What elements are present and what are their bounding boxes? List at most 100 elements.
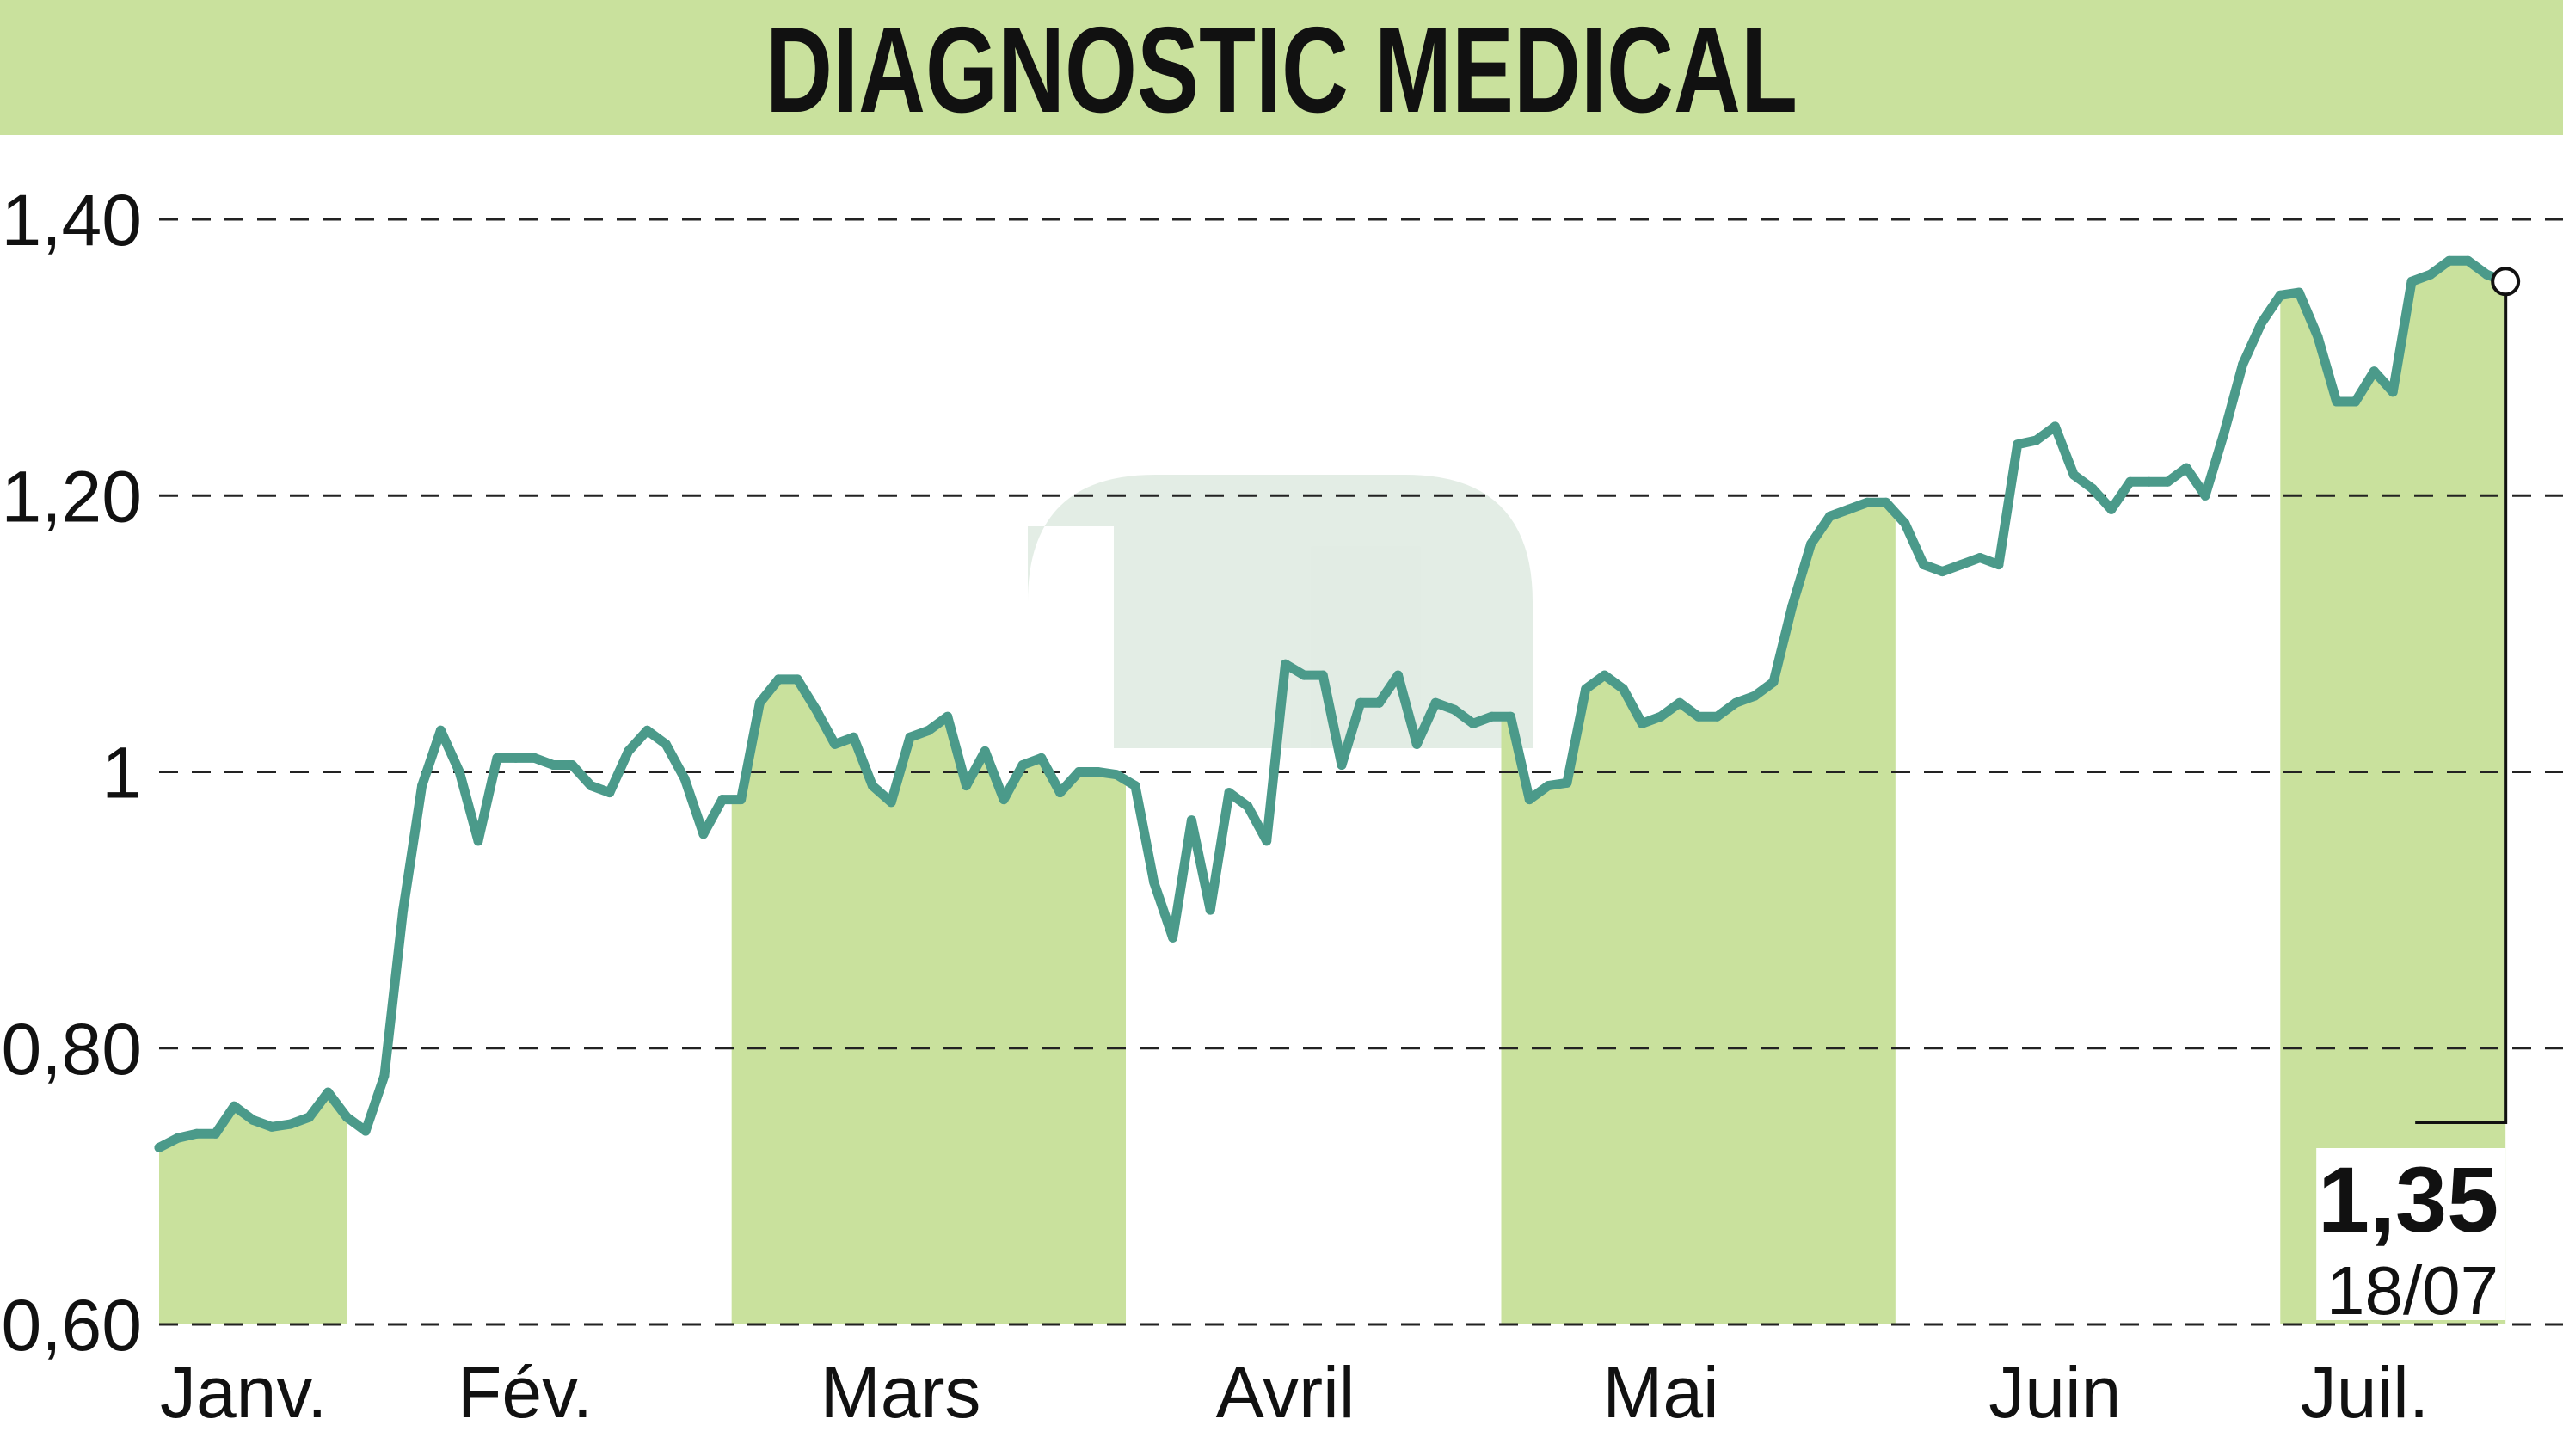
- data-point: [1281, 659, 1290, 669]
- data-point: [1900, 518, 1910, 528]
- data-point: [173, 1133, 183, 1143]
- last-point-marker: [2491, 267, 2521, 297]
- data-point: [286, 1119, 296, 1129]
- data-point: [1449, 704, 1460, 715]
- data-point: [1487, 711, 1497, 722]
- data-point: [473, 836, 483, 846]
- data-point: [1017, 760, 1028, 770]
- data-point: [773, 674, 784, 685]
- data-point: [2444, 255, 2455, 266]
- data-point: [379, 1071, 390, 1081]
- data-point: [717, 795, 728, 805]
- data-point: [1092, 767, 1103, 777]
- data-point: [567, 760, 577, 770]
- data-point: [1749, 691, 1760, 701]
- data-point: [1262, 836, 1272, 846]
- month-band-4: [1501, 502, 1896, 1324]
- month-band-6: [2280, 261, 2506, 1325]
- data-point: [1956, 560, 1966, 570]
- data-point: [679, 774, 690, 783]
- data-point: [1299, 670, 1309, 680]
- data-point: [1073, 767, 1084, 777]
- data-point: [1637, 718, 1647, 728]
- y-axis-tick-labels: 0,60 0,80 1 1,20 1,40: [2, 180, 143, 1366]
- data-point: [698, 829, 709, 839]
- data-point: [2238, 359, 2248, 370]
- x-tick-label: Avril: [1216, 1352, 1355, 1433]
- data-point: [1524, 795, 1534, 805]
- data-point: [1730, 697, 1741, 708]
- month-band-0: [159, 1092, 347, 1324]
- data-point: [1205, 905, 1215, 915]
- data-point: [492, 753, 502, 763]
- last-value-label: 1,35: [2318, 1147, 2498, 1251]
- data-point: [1430, 697, 1441, 708]
- data-point: [1768, 677, 1779, 687]
- data-point: [323, 1087, 333, 1097]
- data-point: [2144, 476, 2154, 487]
- data-point: [2256, 318, 2266, 328]
- data-point: [830, 739, 840, 749]
- data-point: [2481, 269, 2492, 280]
- data-point: [1581, 684, 1591, 694]
- data-point: [736, 795, 747, 805]
- data-point: [1656, 711, 1666, 722]
- data-point: [1224, 788, 1234, 798]
- data-point: [1881, 497, 1891, 507]
- last-value-box: [2316, 1148, 2506, 1320]
- data-point: [1168, 932, 1178, 943]
- chart-title: DIAGNOSTIC MEDICAL: [765, 2, 1798, 138]
- data-point: [624, 746, 634, 756]
- data-point: [1055, 788, 1066, 798]
- y-tick-label: 0,60: [2, 1285, 143, 1366]
- data-point: [1825, 511, 1835, 521]
- data-point: [2087, 483, 2098, 494]
- data-point: [886, 797, 896, 808]
- data-point: [1111, 770, 1122, 780]
- data-point: [943, 711, 953, 722]
- series-line: [154, 255, 2511, 1152]
- data-point: [905, 732, 915, 742]
- price-series: [154, 255, 2511, 1152]
- data-point: [1337, 760, 1347, 770]
- data-point: [2200, 490, 2210, 501]
- data-point: [154, 1142, 164, 1152]
- data-point: [2463, 255, 2473, 266]
- data-point: [1919, 560, 1929, 570]
- data-point: [304, 1112, 315, 1122]
- data-point: [924, 725, 934, 735]
- data-point: [2031, 435, 2041, 445]
- data-point: [811, 704, 821, 715]
- data-point: [1975, 553, 1985, 562]
- data-point: [454, 767, 464, 777]
- data-point: [530, 753, 539, 763]
- data-point: [642, 725, 652, 735]
- data-point: [1318, 670, 1328, 680]
- data-point: [2125, 476, 2136, 487]
- data-point: [2406, 276, 2417, 286]
- data-point: [1355, 697, 1366, 708]
- x-axis-month-labels: Janv. Fév. Mars Avril Mai Juin Juil.: [160, 1352, 2429, 1433]
- data-point: [1843, 504, 1853, 514]
- data-point: [229, 1101, 239, 1111]
- data-point: [999, 795, 1009, 805]
- data-point: [2275, 290, 2285, 300]
- data-point: [849, 732, 858, 742]
- data-point: [2351, 396, 2361, 407]
- data-point: [1036, 753, 1047, 763]
- data-point: [267, 1121, 277, 1132]
- last-value-date: 18/07: [2326, 1252, 2498, 1329]
- data-point: [962, 781, 971, 791]
- data-point: [2050, 421, 2060, 432]
- data-point: [586, 781, 596, 791]
- data-point: [2106, 504, 2117, 514]
- data-point: [2425, 269, 2436, 280]
- data-point: [511, 753, 521, 763]
- x-tick-label: Fév.: [458, 1352, 593, 1433]
- data-point: [1675, 697, 1685, 708]
- y-tick-label: 1: [101, 733, 142, 814]
- y-tick-label: 0,80: [2, 1009, 143, 1090]
- y-tick-label: 1,20: [2, 456, 143, 537]
- data-point: [980, 746, 990, 756]
